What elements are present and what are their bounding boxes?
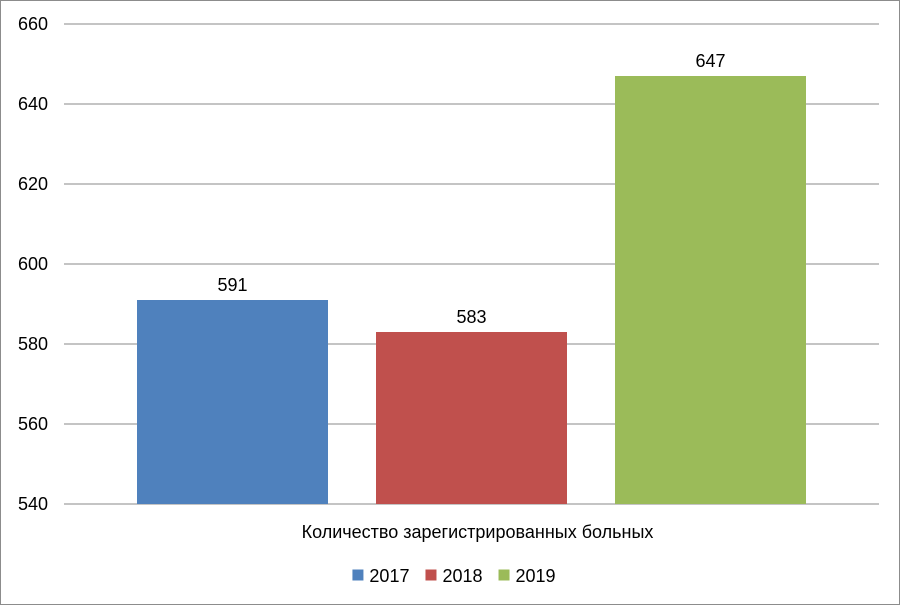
x-axis-category-labels: Количество зарегистрированных больных [302,522,654,542]
legend-item-2017: 2017 [352,566,409,586]
legend-item-2018: 2018 [425,566,483,586]
legend-swatch [425,569,437,581]
y-tick-label: 660 [18,14,48,34]
y-tick-label: 560 [18,414,48,434]
bar-2018 [376,332,567,504]
bar-2017 [137,300,328,504]
y-tick-label: 600 [18,254,48,274]
legend-item-2019: 2019 [498,566,556,586]
y-tick-label: 580 [18,334,48,354]
legend-label: 2017 [369,566,409,586]
legend-swatch [498,569,510,581]
data-label-2017: 591 [217,275,247,295]
y-tick-label: 640 [18,94,48,114]
legend-label: 2019 [516,566,556,586]
legend-label: 2018 [442,566,482,586]
category-label: Количество зарегистрированных больных [302,522,654,542]
data-labels: 591 583 647 [217,51,725,327]
data-label-2019: 647 [695,51,725,71]
bars [137,76,806,504]
y-axis-tick-labels: 540 560 580 600 620 640 660 [18,14,48,514]
legend-swatch [352,569,364,581]
data-label-2018: 583 [456,307,486,327]
y-tick-label: 540 [18,494,48,514]
y-tick-label: 620 [18,174,48,194]
legend: 2017 2018 2019 [352,566,556,586]
bar-2019 [615,76,806,504]
